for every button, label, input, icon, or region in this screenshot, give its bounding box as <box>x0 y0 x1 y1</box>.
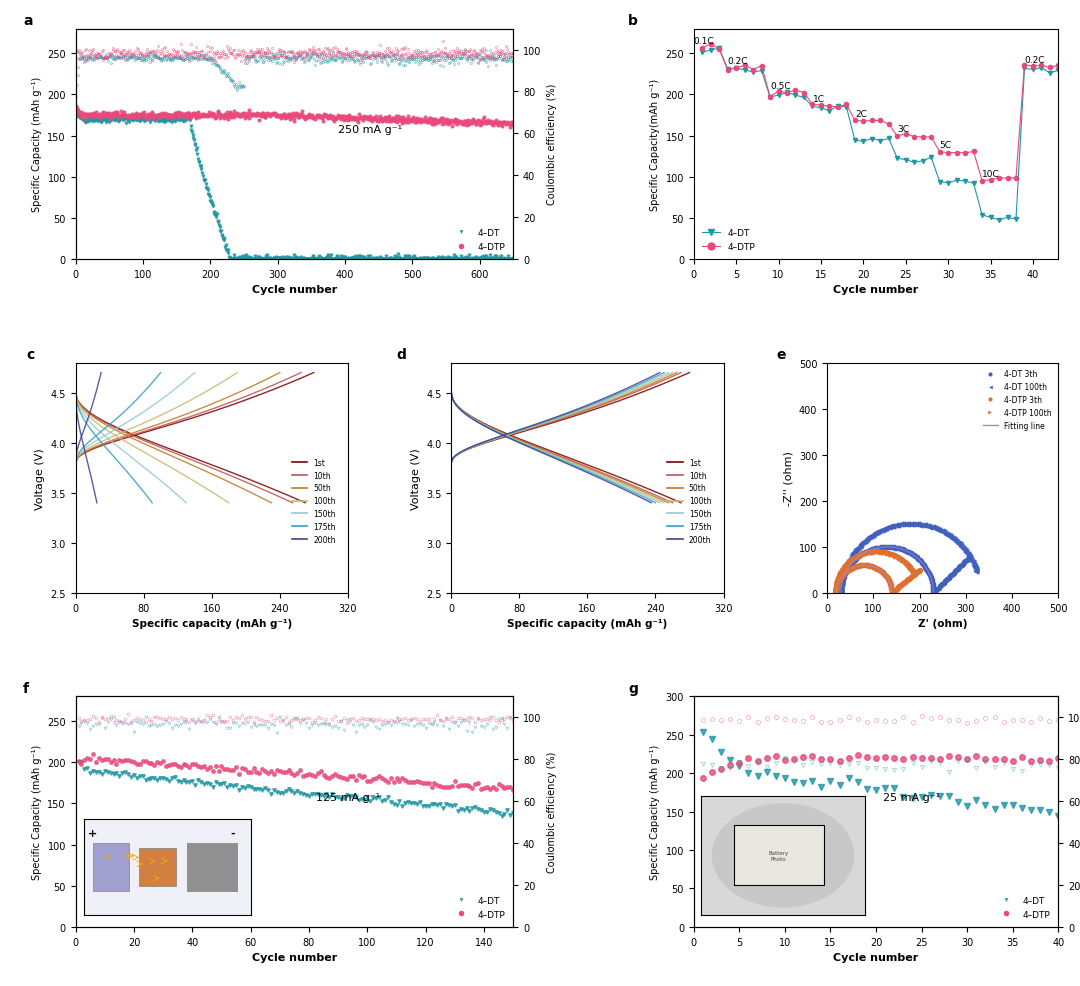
Legend: 4–DT, 4–DTP: 4–DT, 4–DTP <box>448 892 509 922</box>
4-DTP 3th <box>913 564 926 576</box>
X-axis label: Specific capacity (mAh g⁻¹): Specific capacity (mAh g⁻¹) <box>508 618 667 628</box>
Fitting line <box>927 588 940 599</box>
Fitting line <box>903 547 916 559</box>
Y-axis label: Specific Capacity (mAh g⁻¹): Specific Capacity (mAh g⁻¹) <box>31 77 42 212</box>
Legend: 4–DT, 4–DTP: 4–DT, 4–DTP <box>994 892 1054 922</box>
X-axis label: Cycle number: Cycle number <box>252 952 337 962</box>
4-DT 3th <box>927 586 940 598</box>
4-DT 100th <box>882 522 895 533</box>
4-DT 100th <box>904 519 917 530</box>
4-DTP 100th <box>829 588 842 599</box>
X-axis label: Cycle number: Cycle number <box>834 952 919 962</box>
X-axis label: Cycle number: Cycle number <box>252 285 337 295</box>
Text: 3C: 3C <box>897 124 909 133</box>
Fitting line <box>897 544 910 556</box>
4-DT 3th <box>961 553 974 565</box>
4-DT 100th <box>961 548 974 560</box>
Legend: 1st, 10th, 50th, 100th, 150th, 175th, 200th: 1st, 10th, 50th, 100th, 150th, 175th, 20… <box>664 456 714 547</box>
4-DTP 100th <box>870 546 883 558</box>
Y-axis label: Specific Capacity (mAh g⁻¹): Specific Capacity (mAh g⁻¹) <box>650 744 660 880</box>
Text: b: b <box>629 14 638 28</box>
4-DTP 3th <box>873 564 886 576</box>
Text: a: a <box>23 14 32 28</box>
4-DTP 3th <box>912 566 924 578</box>
4-DT 3th <box>880 541 893 553</box>
Line: 4-DTP 100th: 4-DTP 100th <box>834 549 917 596</box>
Fitting line <box>924 573 937 585</box>
Text: 0.5C: 0.5C <box>770 82 791 91</box>
4-DTP 3th <box>886 587 899 599</box>
4-DTP 100th <box>874 546 887 558</box>
4-DT 3th <box>964 550 977 562</box>
Legend: 4–DT, 4–DTP: 4–DT, 4–DTP <box>448 226 509 255</box>
Text: e: e <box>777 348 785 362</box>
Legend: 4–DT, 4–DTP: 4–DT, 4–DTP <box>699 226 758 255</box>
Line: 4-DTP 3th: 4-DTP 3th <box>834 564 921 596</box>
4-DTP 100th <box>902 559 915 571</box>
Legend: 4-DT 3th, 4-DT 100th, 4-DTP 3th, 4-DTP 100th, Fitting line: 4-DT 3th, 4-DT 100th, 4-DTP 3th, 4-DTP 1… <box>980 367 1054 433</box>
4-DT 100th <box>917 520 930 531</box>
Line: 4-DT 3th: 4-DT 3th <box>839 545 973 596</box>
4-DT 3th <box>901 546 914 558</box>
Fitting line <box>907 550 920 562</box>
Y-axis label: Coulombic efficiency (%): Coulombic efficiency (%) <box>546 84 557 205</box>
Fitting line <box>880 541 893 553</box>
4-DT 3th <box>867 543 880 555</box>
Text: 125 mA g⁻¹: 125 mA g⁻¹ <box>316 793 380 803</box>
Text: c: c <box>27 348 35 362</box>
4-DTP 3th <box>907 569 920 581</box>
4-DTP 3th <box>869 563 882 575</box>
Text: 25 mA g⁻¹: 25 mA g⁻¹ <box>883 793 941 803</box>
4-DTP 3th <box>829 588 842 599</box>
Y-axis label: Specific Capacity(mAh g⁻¹): Specific Capacity(mAh g⁻¹) <box>650 79 660 211</box>
Fitting line <box>873 542 886 554</box>
Y-axis label: Voltage (V): Voltage (V) <box>410 448 420 509</box>
Text: 0.1C: 0.1C <box>693 36 714 45</box>
Text: 2C: 2C <box>855 109 867 118</box>
Y-axis label: Voltage (V): Voltage (V) <box>35 448 45 509</box>
Fitting line <box>896 544 909 556</box>
Line: Fitting line: Fitting line <box>841 547 933 594</box>
Text: 0.2C: 0.2C <box>728 57 748 66</box>
4-DT 100th <box>923 522 936 533</box>
4-DT 3th <box>956 558 969 570</box>
4-DTP 3th <box>849 561 862 573</box>
4-DT 100th <box>835 588 848 599</box>
Fitting line <box>835 588 848 599</box>
Text: 250 mA g⁻¹: 250 mA g⁻¹ <box>338 125 402 135</box>
Text: 1C: 1C <box>812 95 824 104</box>
4-DT 100th <box>931 524 944 535</box>
Text: 5C: 5C <box>940 141 951 150</box>
4-DTP 100th <box>879 546 892 558</box>
4-DTP 3th <box>858 560 870 572</box>
Legend: 1st, 10th, 50th, 100th, 150th, 175th, 200th: 1st, 10th, 50th, 100th, 150th, 175th, 20… <box>288 456 338 547</box>
Text: d: d <box>396 348 407 362</box>
4-DT 100th <box>970 566 983 578</box>
Line: 4-DT 100th: 4-DT 100th <box>838 522 978 596</box>
Text: 0.2C: 0.2C <box>1025 55 1045 64</box>
Y-axis label: Specific Capacity (mAh g⁻¹): Specific Capacity (mAh g⁻¹) <box>31 744 42 880</box>
Text: g: g <box>629 681 638 695</box>
X-axis label: Z' (ohm): Z' (ohm) <box>918 618 968 628</box>
Text: f: f <box>23 681 29 695</box>
4-DTP 100th <box>908 569 921 581</box>
4-DT 3th <box>835 588 848 599</box>
4-DTP 100th <box>855 549 868 561</box>
4-DT 100th <box>914 519 927 530</box>
Y-axis label: -Z'' (ohm): -Z'' (ohm) <box>783 451 793 506</box>
Text: 10C: 10C <box>982 170 1000 178</box>
4-DTP 100th <box>875 546 888 558</box>
X-axis label: Specific capacity (mAh g⁻¹): Specific capacity (mAh g⁻¹) <box>132 618 292 628</box>
4-DTP 100th <box>883 547 896 559</box>
Y-axis label: Coulombic efficiency (%): Coulombic efficiency (%) <box>546 751 557 873</box>
4-DT 3th <box>906 549 919 561</box>
X-axis label: Cycle number: Cycle number <box>834 285 919 295</box>
